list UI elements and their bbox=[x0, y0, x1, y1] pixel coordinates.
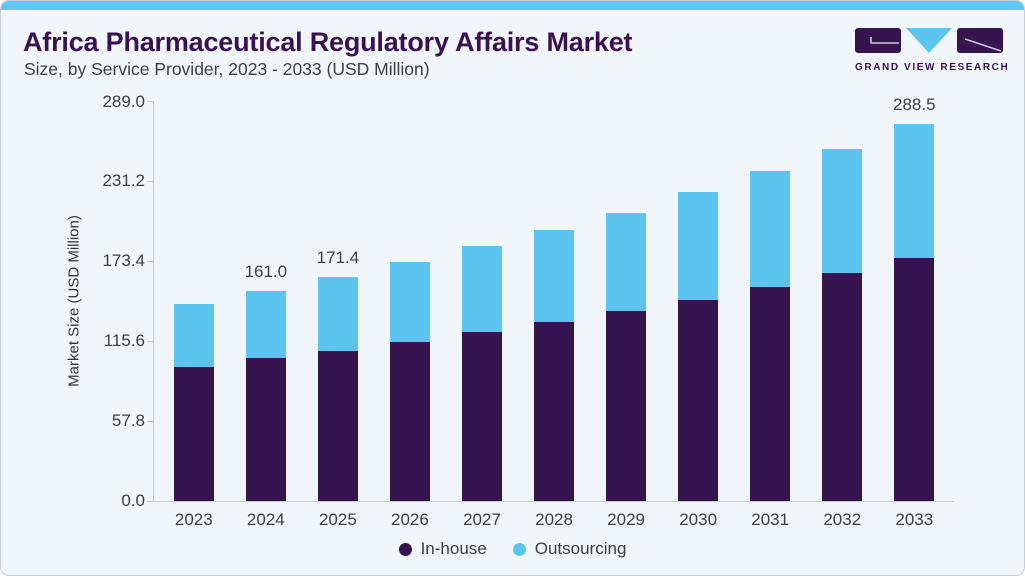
legend-item-outsourcing: Outsourcing bbox=[512, 539, 627, 559]
bar-2024-inhouse bbox=[245, 358, 286, 501]
page-subtitle: Size, by Service Provider, 2023 - 2033 (… bbox=[24, 59, 430, 79]
x-axis-label-2028: 2028 bbox=[535, 510, 573, 529]
bar-2025-inhouse bbox=[317, 351, 358, 501]
bar-2030-outsourcing bbox=[678, 191, 719, 300]
bar-total-label-2033: 288.5 bbox=[893, 95, 936, 115]
y-axis-tick-0.0 bbox=[147, 500, 153, 502]
legend-label-outsourcing: Outsourcing bbox=[534, 539, 627, 558]
y-axis-tick-173.4 bbox=[147, 260, 153, 262]
x-axis-label-2033: 2033 bbox=[895, 510, 934, 529]
bar-2029-inhouse bbox=[606, 310, 647, 501]
bar-2032-outsourcing bbox=[822, 148, 863, 274]
y-axis-tick-label-289.0: 289.0 bbox=[102, 91, 145, 111]
x-axis-line bbox=[153, 501, 954, 502]
y-axis-tick-231.2 bbox=[147, 180, 153, 182]
legend-dot-in-house bbox=[398, 542, 412, 556]
bar-2033-outsourcing bbox=[894, 124, 935, 259]
bar-2028-outsourcing bbox=[534, 230, 575, 323]
y-axis-tick-label-231.2: 231.2 bbox=[102, 171, 145, 191]
gvr-logo-mark bbox=[855, 28, 1003, 53]
x-axis-label-2023: 2023 bbox=[174, 510, 213, 529]
bar-2027-inhouse bbox=[462, 332, 502, 501]
bar-total-label-2024: 161.0 bbox=[244, 261, 288, 281]
x-axis-label-2027: 2027 bbox=[463, 510, 501, 529]
bar-2031-inhouse bbox=[750, 287, 791, 501]
bar-total-label-2025: 171.4 bbox=[316, 248, 360, 268]
bar-2027-outsourcing bbox=[462, 246, 502, 333]
bar-2028-inhouse bbox=[534, 322, 575, 501]
bar-2030-inhouse bbox=[678, 299, 719, 501]
gvr-logo-text: GRAND VIEW RESEARCH bbox=[855, 62, 1010, 73]
bar-2026-inhouse bbox=[389, 342, 430, 501]
x-axis-label-2031: 2031 bbox=[751, 510, 790, 529]
y-axis-line bbox=[153, 101, 154, 501]
grand-view-research-logo: GRAND VIEW RESEARCH bbox=[855, 28, 1010, 73]
y-axis-tick-115.6 bbox=[147, 340, 153, 342]
y-axis-tick-289.0 bbox=[147, 101, 153, 103]
y-axis-title: Market Size (USD Million) bbox=[65, 215, 83, 387]
bar-2032-inhouse bbox=[822, 273, 863, 501]
bar-2025-outsourcing bbox=[317, 277, 358, 352]
bar-2033-inhouse bbox=[894, 258, 935, 501]
y-axis-tick-label-0.0: 0.0 bbox=[121, 491, 145, 510]
y-axis-tick-label-173.4: 173.4 bbox=[102, 251, 145, 271]
x-axis-label-2032: 2032 bbox=[823, 510, 862, 529]
x-axis-label-2026: 2026 bbox=[391, 510, 429, 529]
x-axis-label-2030: 2030 bbox=[679, 510, 718, 529]
bar-2029-outsourcing bbox=[606, 212, 647, 311]
legend-item-in-house: In-house bbox=[398, 539, 487, 559]
x-axis-label-2024: 2024 bbox=[246, 510, 285, 529]
legend-label-in-house: In-house bbox=[420, 539, 487, 558]
bar-2023-inhouse bbox=[173, 367, 214, 501]
y-axis-tick-57.8 bbox=[147, 420, 153, 422]
x-axis-label-2025: 2025 bbox=[318, 510, 357, 529]
bar-2026-outsourcing bbox=[389, 262, 430, 343]
top-accent-bar bbox=[1, 1, 1024, 10]
legend-dot-outsourcing bbox=[512, 542, 526, 556]
y-axis-tick-label-57.8: 57.8 bbox=[111, 411, 145, 431]
bar-2031-outsourcing bbox=[750, 170, 791, 288]
x-axis-label-2029: 2029 bbox=[607, 510, 645, 529]
page-title: Africa Pharmaceutical Regulatory Affairs… bbox=[23, 27, 633, 57]
chart-legend: In-house Outsourcing bbox=[1, 539, 1024, 559]
bar-2024-outsourcing bbox=[245, 290, 286, 359]
y-axis-tick-label-115.6: 115.6 bbox=[103, 331, 145, 351]
bar-2023-outsourcing bbox=[173, 303, 214, 368]
